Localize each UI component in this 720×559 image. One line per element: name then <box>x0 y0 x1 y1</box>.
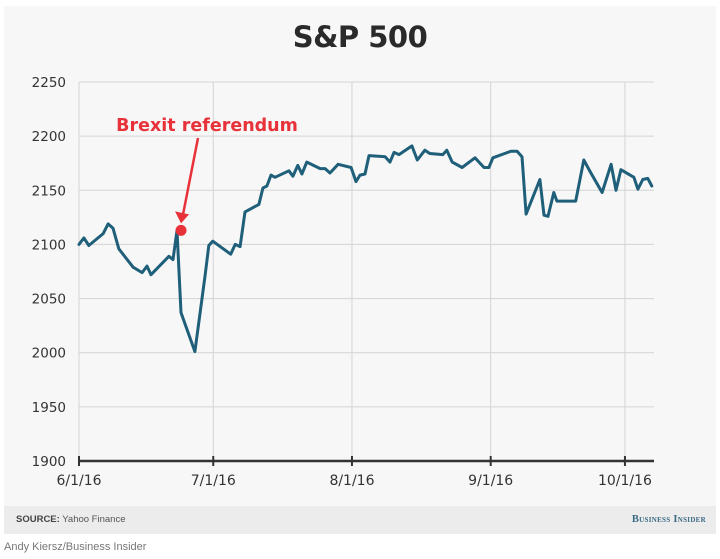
x-axis: 6/1/16 7/1/16 8/1/16 9/1/16 10/1/16 <box>56 456 654 489</box>
chart-title: S&P 500 <box>292 20 428 54</box>
x-tick-label: 10/1/16 <box>598 473 652 489</box>
y-axis: 1900 1950 2000 2050 2100 2150 2200 2250 <box>32 75 66 470</box>
x-tick-label: 8/1/16 <box>329 473 374 489</box>
y-tick-label: 2050 <box>32 292 66 308</box>
source-bar: SOURCE: Yahoo Finance Business Insider <box>4 506 716 534</box>
source-value: Yahoo Finance <box>62 514 126 525</box>
x-tick-label: 7/1/16 <box>191 473 236 489</box>
series-line <box>77 144 654 354</box>
business-insider-logo: Business Insider <box>631 514 706 525</box>
y-tick-label: 1900 <box>32 454 66 470</box>
annotation-arrow-shaft <box>181 137 200 215</box>
annotation-marker <box>175 224 187 236</box>
x-tick-label: 9/1/16 <box>468 473 513 489</box>
y-tick-label: 2100 <box>32 237 66 253</box>
y-tick-label: 2150 <box>32 183 66 199</box>
source-label: SOURCE: <box>16 514 60 525</box>
image-credit: Andy Kiersz/Business Insider <box>4 541 147 553</box>
y-tick-label: 2200 <box>32 129 66 145</box>
y-tick-label: 1950 <box>32 400 66 416</box>
line-chart: 1900 1950 2000 2050 2100 2150 2200 2250 6/1/16 7… <box>32 75 654 489</box>
annotation-group: Brexit referendum <box>116 116 298 236</box>
annotation-arrowhead-icon <box>175 211 190 224</box>
x-tick-label: 6/1/16 <box>56 473 101 489</box>
series-group <box>77 144 654 354</box>
annotation-label: Brexit referendum <box>116 116 298 136</box>
chart-card: S&P 500 <box>4 6 716 534</box>
gridlines <box>78 81 654 461</box>
y-tick-label: 2250 <box>32 75 66 91</box>
source-text: SOURCE: Yahoo Finance <box>16 514 125 525</box>
y-tick-label: 2000 <box>32 346 66 362</box>
